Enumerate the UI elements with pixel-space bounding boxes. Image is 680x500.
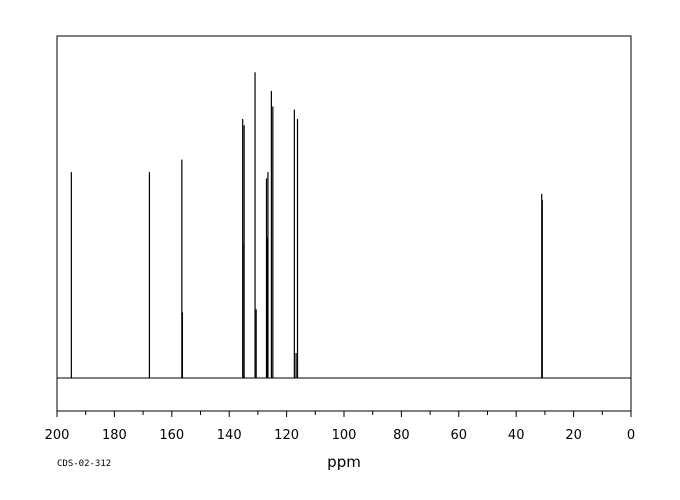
peaks-group bbox=[70, 72, 543, 378]
x-tick-label: 60 bbox=[451, 428, 468, 443]
x-axis-ticks bbox=[56, 411, 632, 417]
plot-frame bbox=[56, 35, 632, 412]
x-tick-label: 100 bbox=[332, 428, 357, 443]
spectrum-code-label: CDS-02-312 bbox=[57, 459, 111, 469]
x-tick-label: 20 bbox=[565, 428, 582, 443]
x-tick-label: 40 bbox=[508, 428, 525, 443]
x-tick-label: 200 bbox=[45, 428, 70, 443]
x-tick-label: 180 bbox=[102, 428, 127, 443]
x-tick-label: 0 bbox=[627, 428, 635, 443]
x-tick-label: 80 bbox=[393, 428, 410, 443]
x-tick-label: 160 bbox=[159, 428, 184, 443]
x-tick-label: 140 bbox=[217, 428, 242, 443]
x-axis-label: ppm bbox=[327, 453, 361, 471]
x-tick-label: 120 bbox=[274, 428, 299, 443]
x-axis-tick-labels: 200 180 160 140 120 100 80 60 40 20 0 bbox=[45, 428, 636, 443]
